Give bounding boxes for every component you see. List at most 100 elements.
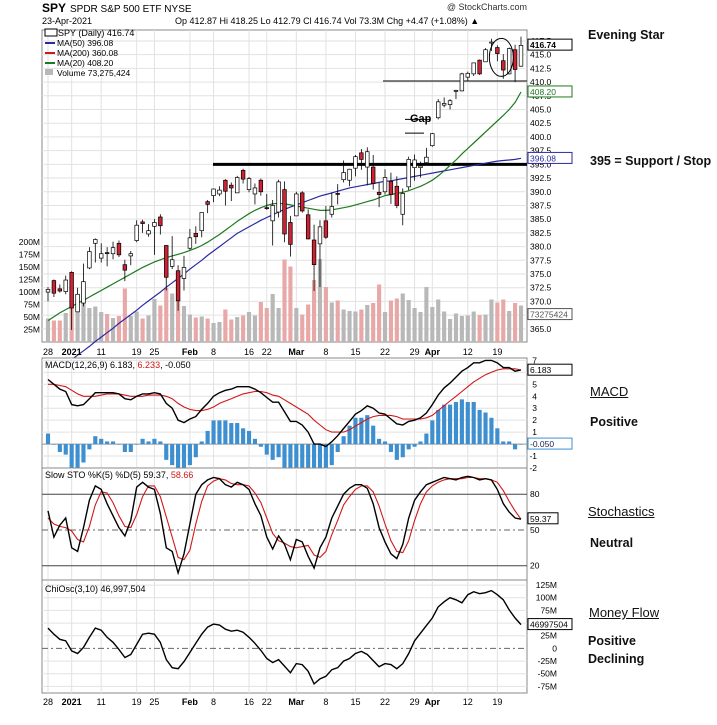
macd-histogram-bar (282, 444, 287, 471)
note-stochastics-title: Stochastics (588, 504, 655, 519)
sto-last-label: 59.37 (530, 514, 552, 524)
macd-histogram-bar (436, 409, 441, 445)
macd-tick-label: 5 (532, 379, 537, 389)
sto-tick-label: 50 (530, 525, 540, 535)
stock-chart: SPY SPDR S&P 500 ETF NYSE @ StockCharts.co… (19, 1, 573, 707)
volume-bar (489, 299, 494, 342)
candle-body (323, 220, 329, 238)
volume-bar (400, 293, 405, 342)
sto-legend: Slow STO %K(5) %D(5) 59.37, 58.66 (45, 470, 193, 480)
x-tick-label: Mar (288, 697, 305, 707)
macd-histogram-bar (258, 444, 263, 447)
header-watermark: @ StockCharts.com (447, 2, 527, 12)
volume-bar (229, 319, 234, 342)
macd-histogram-bar (276, 444, 281, 458)
note-stochastics-state: Neutral (590, 536, 634, 550)
note-macd-title: MACD (590, 384, 629, 399)
macd-histogram-bar (75, 444, 80, 471)
price-tick-label: 415.0 (530, 50, 552, 60)
macd-histogram-bar (229, 423, 234, 445)
candle-body (258, 179, 264, 193)
volume-bar (300, 314, 305, 342)
sto-last-box (527, 512, 559, 525)
candle-body (235, 177, 240, 194)
volume-bar (288, 266, 293, 342)
macd-histogram-bar (377, 438, 382, 445)
candle-body (276, 181, 281, 213)
candle-body (471, 62, 476, 75)
x-tick-label: 29 (410, 347, 420, 357)
chi-tick-label: 125M (536, 580, 557, 590)
macd-histogram-bar (158, 441, 163, 445)
candle-body (294, 193, 299, 217)
candle-body (181, 267, 187, 279)
price-tick-label: 402.5 (530, 118, 552, 128)
candle-body (483, 49, 488, 63)
volume-bar (116, 316, 122, 342)
macd-histogram-bar (170, 444, 175, 466)
candle-body (329, 206, 334, 215)
volume-bar (311, 280, 317, 342)
macd-tick-label: 4 (532, 391, 537, 401)
volume-bar (418, 312, 423, 342)
price-last-label: 396.08 (530, 153, 556, 163)
note-money-flow-state-2: Declining (588, 652, 645, 666)
x-tick-label: Mar (288, 347, 305, 357)
candle-body (211, 188, 216, 196)
candle-body (489, 41, 494, 44)
price-last-label: 408.20 (530, 87, 556, 97)
volume-bar (518, 305, 524, 342)
volume-bar (241, 315, 246, 342)
volume-tick-label: 100M (19, 287, 40, 297)
candle-body (388, 180, 394, 195)
chi-tick-label: -25M (538, 656, 557, 666)
macd-histogram-bar (513, 444, 518, 450)
macd-histogram-bar (164, 444, 169, 460)
candle-body (110, 247, 116, 255)
macd-last-box (527, 363, 573, 376)
x-tick-label: 29 (410, 697, 420, 707)
legend-ma200: MA(200) 360.08 (57, 48, 118, 58)
volume-bar (282, 259, 287, 342)
macd-histogram-bar (288, 444, 293, 484)
candle-body (353, 156, 358, 169)
volume-bar (412, 308, 417, 342)
volume-bar (382, 312, 388, 342)
macd-histogram-bar (430, 420, 435, 445)
x-tick-label: 25 (149, 697, 159, 707)
candle-body (436, 101, 441, 119)
volume-bar (442, 311, 447, 342)
volume-bar (359, 309, 364, 342)
candle-body (99, 253, 104, 259)
x-tick-label: 22 (380, 697, 390, 707)
volume-bar (235, 317, 240, 342)
volume-bar (501, 299, 506, 342)
volume-bar (471, 311, 476, 342)
volume-bar (51, 320, 56, 342)
volume-bar (99, 312, 104, 342)
price-last-box (527, 151, 573, 164)
price-last-box (527, 308, 573, 321)
x-tick-label: 25 (149, 347, 159, 357)
volume-bar (181, 306, 187, 342)
sto-tick-label: 80 (530, 489, 540, 499)
x-tick-label: 19 (132, 347, 142, 357)
macd-histogram-bar (140, 438, 145, 445)
candle-body (240, 170, 246, 180)
candle-body (252, 187, 258, 195)
candle-body (51, 280, 57, 294)
macd-histogram-bar (146, 441, 151, 445)
macd-histogram-bar (459, 399, 464, 445)
macd-histogram-bar (518, 444, 524, 445)
candle-body (264, 207, 269, 210)
macd-histogram-bar (442, 404, 447, 445)
chi-last-box (527, 618, 573, 631)
macd-histogram-bar (235, 423, 240, 445)
candle-body (512, 49, 518, 70)
candle-body (270, 205, 275, 222)
x-tick-label: 22 (262, 347, 272, 357)
macd-histogram-bar (365, 415, 370, 445)
macd-tick-label: -2 (529, 463, 537, 473)
volume-bar (371, 303, 376, 342)
macd-histogram-bar (116, 444, 122, 445)
